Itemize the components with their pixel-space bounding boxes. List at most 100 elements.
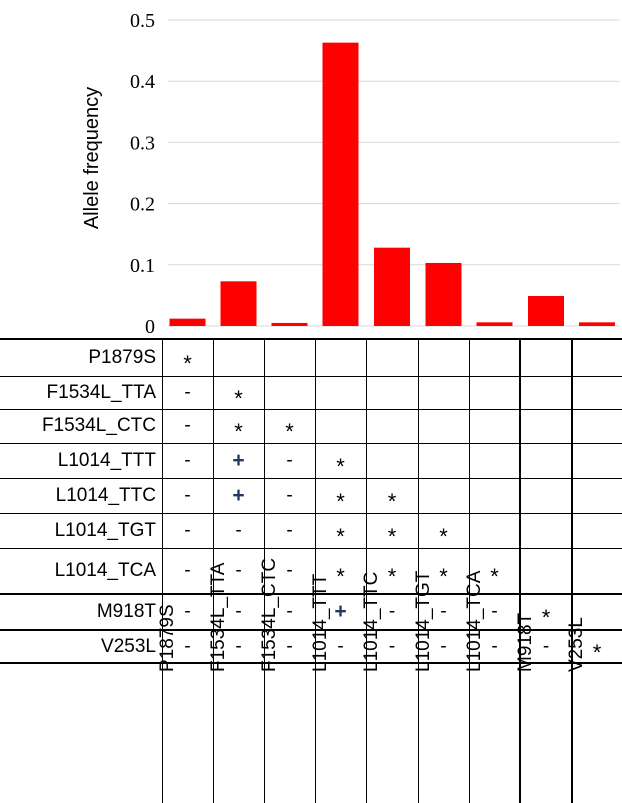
y-tick-label: 0.4 [130,71,155,93]
matrix-row-divider [0,513,622,514]
bar-l1014-tgt [425,262,462,326]
bar-f1534l-ctc [271,322,308,326]
row-label: V253L [101,635,156,657]
cell-self: * [439,564,448,589]
cell-unlinked: - [184,560,191,581]
y-tick-label: 0.5 [130,10,155,32]
y-tick-labels: 0 0.1 0.2 0.3 0.4 0.5 [130,10,155,338]
bar-p1879s [169,318,206,326]
y-tick-label: 0.2 [130,194,155,216]
bar-m918t [528,296,564,326]
cell-self: * [541,605,551,630]
cell-self: * [387,564,397,589]
bar-l1014-ttt [322,42,359,326]
allele-frequency-chart: 0 0.1 0.2 0.3 0.4 0.5 Allele frequency [81,10,620,338]
cell-self: * [234,419,243,444]
cell-unlinked: - [184,601,191,622]
matrix-top-border [0,338,622,340]
cell-self: * [336,523,345,549]
cell-unlinked: - [235,519,242,541]
cell-unlinked: - [235,635,242,657]
row-label: L1014_TCA [54,560,156,581]
cell-unlinked: - [235,560,242,581]
matrix-col-divider [213,338,214,803]
y-tick-label: 0 [145,316,155,338]
column-label: P1879S [156,604,178,672]
cell-unlinked: - [491,635,498,657]
column-label: L1014_TCA [463,570,485,672]
cell-self: * [439,523,448,549]
cell-self: * [490,564,499,589]
cell-unlinked: - [440,601,447,622]
cell-unlinked: - [184,415,191,436]
cell-self: * [387,523,397,549]
cell-unlinked: - [286,601,293,622]
row-label: F1534L_TTA [46,381,156,403]
cell-unlinked: - [388,635,396,657]
matrix-col-divider [264,338,265,803]
cell-linked: + [232,483,245,507]
cell-unlinked: - [337,635,344,657]
matrix-row-divider [0,593,622,595]
matrix-row-divider [0,409,622,410]
matrix-row-divider [0,629,622,631]
matrix-col-divider [366,338,367,803]
cell-self: * [387,488,397,514]
cell-self: * [234,385,243,411]
cell-self: * [336,488,345,514]
cell-unlinked: - [235,601,242,622]
matrix-col-divider [469,338,470,803]
y-axis-label: Allele frequency [81,87,103,229]
bar-l1014-ttc [374,247,410,326]
bars [169,42,615,326]
column-label: F1534L_TTA [207,562,229,672]
cell-unlinked: - [184,381,191,403]
matrix-row-divider [0,478,622,479]
cell-self: * [592,639,602,665]
row-label: F1534L_CTC [41,415,156,436]
bar-f1534l-tta [220,281,257,326]
matrix-left-border [162,338,163,803]
cell-unlinked: - [286,484,293,506]
row-label: L1014_TTC [55,484,156,506]
column-label: V253L [566,617,587,672]
row-label: L1014_TGT [54,519,156,541]
matrix-col-divider [519,338,521,803]
cell-self: * [285,419,294,444]
column-label: F1534L_CTC [258,557,280,672]
cell-unlinked: - [440,635,447,657]
matrix-row-divider [0,443,622,444]
matrix-col-divider [315,338,316,803]
matrix-row-divider [0,662,622,664]
row-label: P1879S [88,347,156,368]
cell-unlinked: - [542,635,550,657]
cell-unlinked: - [286,519,293,541]
bar-v253l [579,322,615,326]
bar-l1014-tca [476,322,513,326]
cell-linked: + [334,600,347,623]
matrix-row-divider [0,548,622,549]
row-label: L1014_TTT [57,449,156,471]
y-tick-label: 0.1 [130,255,155,277]
cell-unlinked: - [184,519,191,541]
cell-unlinked: - [286,560,293,581]
column-label: L1014_TTT [309,573,331,672]
cell-unlinked: - [388,601,396,622]
cell-self: * [336,564,345,589]
cell-unlinked: - [286,635,293,657]
cell-unlinked: - [184,635,191,657]
cell-linked: + [232,448,245,472]
column-label: L1014_TTC [361,571,382,672]
matrix-col-divider [571,338,573,803]
column-label: L1014_TGT [412,570,434,672]
cell-self: * [336,453,345,479]
cell-unlinked: - [184,449,191,471]
row-label: M918T [96,601,156,622]
y-tick-label: 0.3 [130,132,155,154]
column-label: M918T [515,612,536,672]
cell-self: * [183,351,192,376]
cell-unlinked: - [184,484,191,506]
cell-unlinked: - [491,601,498,622]
cell-unlinked: - [286,449,293,471]
